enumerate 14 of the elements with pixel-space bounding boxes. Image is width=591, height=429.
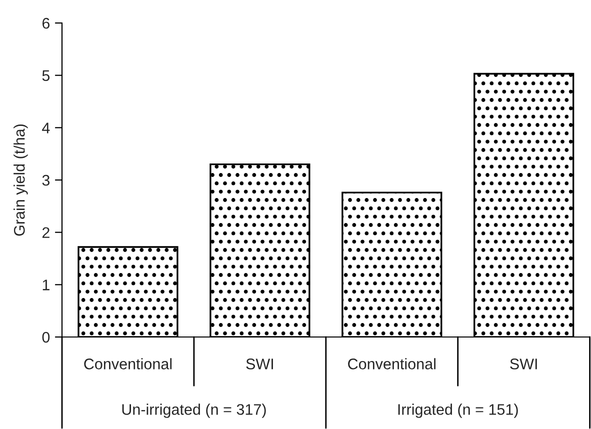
y-tick-label: 4 bbox=[42, 122, 50, 134]
x-tick-label: SWI bbox=[510, 358, 537, 370]
y-tick-label: 6 bbox=[42, 18, 50, 29]
y-tick-label: 2 bbox=[42, 227, 50, 238]
y-tick-label: 0 bbox=[42, 332, 50, 343]
text: Irrigated (n = 151) bbox=[398, 404, 518, 418]
x-tick-label: Conventional bbox=[84, 358, 172, 370]
x-tick-label: Conventional bbox=[348, 358, 436, 370]
y-tick-label: 3 bbox=[42, 174, 50, 186]
text: Un-irrigated (n = 317) bbox=[122, 404, 266, 418]
y-tick-label: 1 bbox=[42, 280, 50, 290]
x-tick-label: SWI bbox=[246, 358, 273, 370]
y-axis-title: Grain yield (t/ha) bbox=[14, 124, 28, 236]
y-tick-label: 5 bbox=[42, 70, 50, 82]
